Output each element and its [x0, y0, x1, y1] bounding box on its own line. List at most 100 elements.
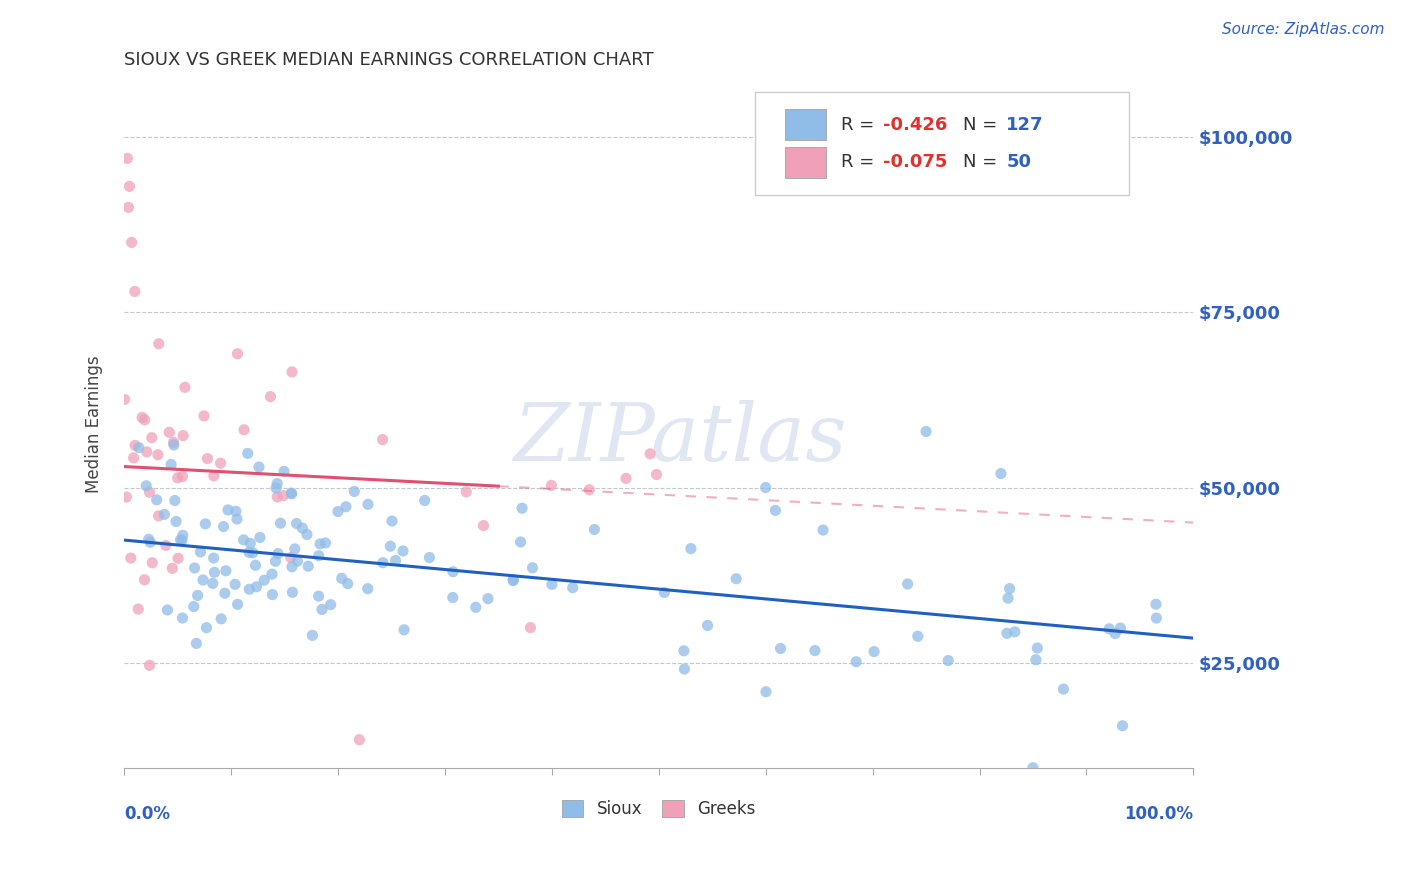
Point	[845, 655, 868, 669]
Point	[311, 602, 333, 616]
Point	[990, 467, 1012, 481]
Point	[148, 336, 170, 351]
Point	[238, 582, 260, 597]
Point	[264, 481, 287, 495]
Point	[308, 549, 330, 563]
Point	[148, 508, 170, 523]
Point	[456, 484, 478, 499]
Point	[135, 445, 157, 459]
Point	[319, 598, 342, 612]
Point	[172, 528, 194, 542]
Point	[477, 591, 499, 606]
Point	[301, 628, 323, 642]
Point	[380, 539, 402, 553]
Text: -0.426: -0.426	[883, 116, 948, 134]
Point	[696, 618, 718, 632]
Point	[134, 573, 156, 587]
Point	[138, 533, 160, 547]
Bar	[785, 109, 825, 140]
Text: SIOUX VS GREEK MEDIAN EARNINGS CORRELATION CHART: SIOUX VS GREEK MEDIAN EARNINGS CORRELATI…	[124, 51, 654, 69]
Point	[441, 565, 464, 579]
Point	[343, 484, 366, 499]
Point	[214, 586, 236, 600]
Point	[121, 235, 143, 250]
Point	[160, 458, 183, 472]
Text: Source: ZipAtlas.com: Source: ZipAtlas.com	[1222, 22, 1385, 37]
Point	[763, 503, 786, 517]
Point	[1144, 597, 1167, 611]
Point	[124, 285, 146, 299]
Point	[217, 503, 239, 517]
Point	[314, 536, 336, 550]
Point	[1004, 624, 1026, 639]
Legend: Sioux, Greeks: Sioux, Greeks	[562, 799, 756, 818]
Point	[998, 582, 1021, 596]
Point	[281, 585, 304, 599]
Point	[120, 551, 142, 566]
Point	[273, 464, 295, 478]
Point	[134, 413, 156, 427]
Point	[464, 600, 486, 615]
Point	[897, 577, 920, 591]
Point	[174, 380, 197, 394]
Point	[284, 541, 307, 556]
Point	[122, 450, 145, 465]
Point	[413, 493, 436, 508]
Point	[138, 658, 160, 673]
Point	[287, 554, 309, 568]
Point	[266, 476, 288, 491]
Point	[280, 487, 302, 501]
Text: 0.0%: 0.0%	[124, 805, 170, 823]
Point	[936, 654, 959, 668]
Point	[995, 626, 1018, 640]
Text: ZIPatlas: ZIPatlas	[513, 400, 846, 477]
Point	[679, 541, 702, 556]
Point	[583, 523, 606, 537]
Point	[201, 576, 224, 591]
Point	[194, 516, 217, 531]
Point	[239, 536, 262, 550]
Point	[157, 425, 180, 440]
Point	[769, 641, 792, 656]
Point	[502, 574, 524, 588]
Text: N =: N =	[963, 116, 1004, 134]
Point	[233, 423, 256, 437]
Point	[1098, 622, 1121, 636]
Point	[202, 551, 225, 566]
Point	[280, 486, 302, 500]
Point	[249, 530, 271, 544]
Point	[186, 636, 208, 650]
Text: 50: 50	[1007, 153, 1031, 171]
Text: N =: N =	[963, 153, 1004, 171]
Point	[264, 554, 287, 568]
Point	[146, 448, 169, 462]
Point	[163, 438, 186, 452]
Point	[190, 545, 212, 559]
Point	[253, 573, 276, 587]
FancyBboxPatch shape	[755, 92, 1129, 194]
Point	[335, 500, 357, 514]
Point	[131, 410, 153, 425]
Point	[349, 732, 371, 747]
Point	[441, 591, 464, 605]
Point	[128, 441, 150, 455]
Point	[262, 588, 284, 602]
Point	[614, 471, 637, 485]
Point	[1025, 653, 1047, 667]
Point	[118, 179, 141, 194]
Point	[811, 523, 834, 537]
Point	[755, 481, 778, 495]
Point	[1022, 761, 1045, 775]
Point	[308, 589, 330, 603]
Point	[510, 501, 533, 516]
Point	[418, 550, 440, 565]
Point	[141, 431, 163, 445]
Point	[197, 451, 219, 466]
Point	[281, 559, 304, 574]
Point	[124, 438, 146, 452]
Point	[166, 471, 188, 485]
Point	[209, 456, 232, 470]
Point	[191, 573, 214, 587]
Point	[725, 572, 748, 586]
Point	[162, 435, 184, 450]
